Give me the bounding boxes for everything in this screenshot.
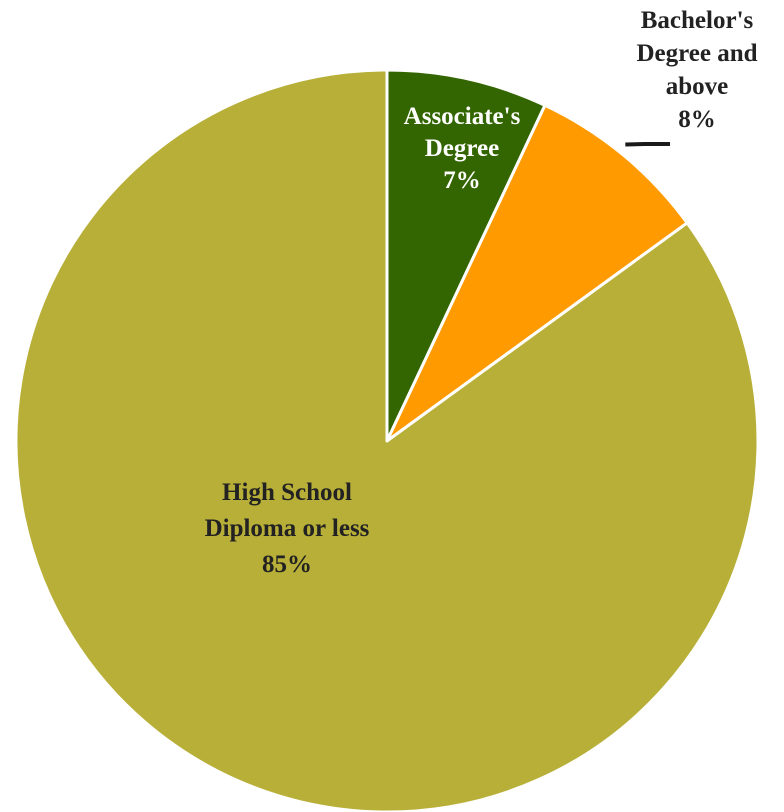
slice-label-line: 7%: [443, 167, 481, 194]
slice-labels: Associate's Degree 7% Bachelor's Degree and a…: [205, 7, 758, 578]
slice-label-line: Associate's: [404, 103, 521, 130]
slice-label-line: Degree and: [636, 40, 757, 67]
slice-label-1: Bachelor's Degree and above 8%: [636, 7, 757, 133]
slice-label-2: High School Diploma or less 85%: [205, 479, 370, 578]
slice-label-line: High School: [222, 479, 352, 506]
pie-slice-2: [14, 68, 760, 812]
slice-label-line: 8%: [678, 106, 716, 133]
slice-label-line: Degree: [425, 135, 500, 162]
slice-label-line: above: [666, 73, 729, 100]
pie-slices: [14, 68, 760, 812]
slice-label-line: Bachelor's: [641, 7, 754, 34]
leader-line-bachelors: [625, 142, 670, 147]
slice-label-line: Diploma or less: [205, 515, 370, 542]
leader-lines: [625, 142, 670, 147]
slice-label-0: Associate's Degree 7%: [404, 103, 521, 194]
slice-label-line: 85%: [262, 551, 312, 578]
pie-slice-1: [385, 103, 689, 443]
pie-slice-0: [385, 68, 547, 443]
